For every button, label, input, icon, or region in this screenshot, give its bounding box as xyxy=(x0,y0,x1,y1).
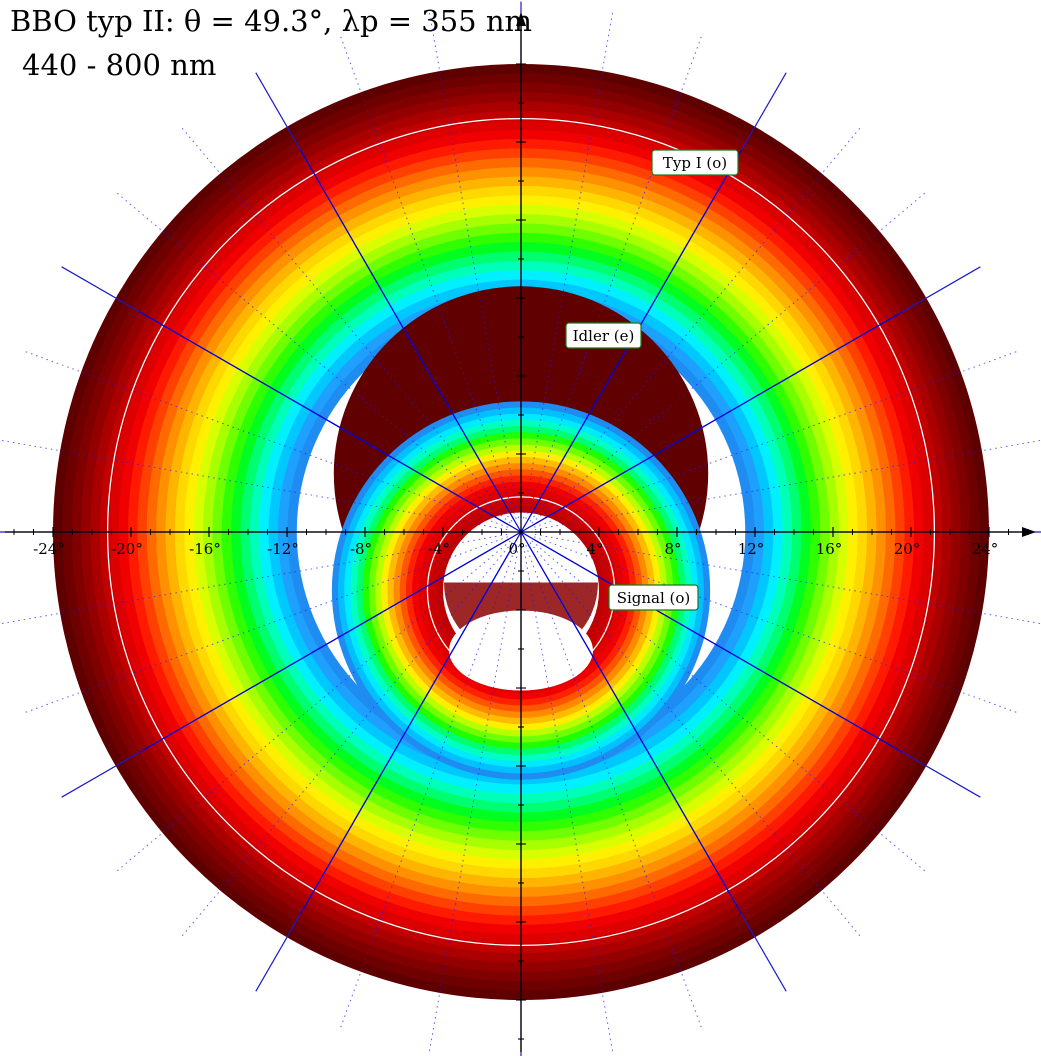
radial-solid-line xyxy=(520,531,742,914)
radial-gridline xyxy=(428,545,520,1055)
radial-gridline xyxy=(22,536,509,714)
x-tick-label: 8° xyxy=(664,540,681,558)
x-tick-label: 24° xyxy=(972,540,999,558)
x-tick-label: 4° xyxy=(586,540,603,558)
radial-gridline xyxy=(0,533,508,625)
x-tick-label: 16° xyxy=(816,540,843,558)
cone-label-typ1: Typ I (o) xyxy=(651,149,739,176)
cone-label-signal: Signal (o) xyxy=(608,584,699,611)
x-tick-label: 0° xyxy=(508,540,525,558)
radial-solid-line xyxy=(139,531,522,753)
x-tick-label: -12° xyxy=(267,540,299,558)
radial-gridline xyxy=(534,439,1041,531)
x-tick-label: -4° xyxy=(428,540,450,558)
radial-solid-line xyxy=(520,311,903,533)
radial-solid-line xyxy=(300,531,522,914)
radial-gridline xyxy=(525,544,703,1031)
x-tick-label: 12° xyxy=(738,540,765,558)
radial-gridline xyxy=(529,542,863,939)
x-tick-label: -8° xyxy=(350,540,372,558)
cone-labels: Typ I (o) Idler (e) Signal (o) xyxy=(565,149,739,611)
radial-gridline xyxy=(0,439,508,531)
radial-gridline xyxy=(533,350,1020,528)
radial-gridline xyxy=(114,540,511,874)
radial-gridline xyxy=(428,9,520,519)
label-box xyxy=(565,322,642,349)
label-box xyxy=(651,149,739,176)
radial-gridline xyxy=(114,190,511,524)
radial-gridline xyxy=(533,536,1020,714)
radial-solid-line xyxy=(520,531,903,753)
chart-subtitle: 440 - 800 nm xyxy=(22,48,217,82)
label-text: Idler (e) xyxy=(573,327,635,345)
cone-label-idler: Idler (e) xyxy=(565,322,642,349)
radial-gridline xyxy=(522,9,614,519)
x-axis-arrow xyxy=(1022,527,1036,537)
x-tick-label: -24° xyxy=(33,540,65,558)
radial-gridline xyxy=(179,125,513,522)
label-text: Typ I (o) xyxy=(663,154,727,172)
chart-title: BBO typ II: θ = 49.3°, λp = 355 nm xyxy=(10,4,532,38)
radial-gridline xyxy=(534,533,1041,625)
x-tick-label: -20° xyxy=(111,540,143,558)
radial-solid-line xyxy=(300,150,522,533)
x-tick-label: 20° xyxy=(894,540,921,558)
radial-gridline xyxy=(525,33,703,520)
radial-gridline xyxy=(531,190,928,524)
radial-gridline xyxy=(339,544,517,1031)
y-axis-arrow xyxy=(516,12,526,26)
x-tick-label: -16° xyxy=(189,540,221,558)
radial-gridline xyxy=(22,350,509,528)
radial-gridline xyxy=(179,542,513,939)
radial-gridline xyxy=(522,545,614,1055)
label-box xyxy=(608,584,699,611)
radial-solid-line xyxy=(139,311,522,533)
radial-gridline xyxy=(339,33,517,520)
radial-gridline xyxy=(531,540,928,874)
radial-gridline xyxy=(529,125,863,522)
axes: -24° -20° -16° -12° -8° -4° 0° 4° 8° 12° 16° 20° 24° xyxy=(5,12,1036,1052)
label-text: Signal (o) xyxy=(617,589,691,607)
